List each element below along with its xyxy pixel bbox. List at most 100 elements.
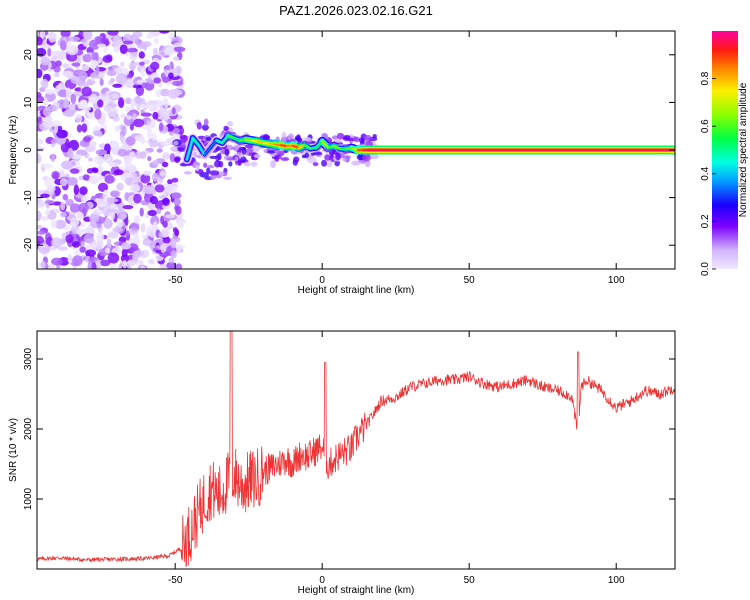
spectrogram-noise-blob	[66, 40, 72, 52]
spectrogram-noise-blob	[169, 153, 175, 163]
spectrogram-ridge-segment	[280, 144, 288, 147]
spectrogram-noise-blob	[129, 184, 141, 193]
spectrogram-noise-blob	[125, 78, 135, 89]
spectrogram-noise-blob	[152, 111, 159, 120]
spectrogram-x-ticks: -50 0 50 100	[168, 31, 625, 286]
spectrogram-noise-blob	[140, 137, 146, 144]
spectrogram-noise-blob	[153, 77, 161, 84]
spectrogram-noise-blob	[112, 83, 123, 88]
spectrogram-noise-blob	[103, 47, 108, 53]
spectrogram-noise-blob	[293, 156, 300, 163]
spectrogram-noise-blob	[70, 217, 80, 227]
spectrogram-noise-blob	[324, 154, 331, 161]
spectrogram-noise-blob	[241, 146, 247, 155]
spectrogram-noise-blob	[85, 249, 97, 257]
spectrogram-noise-blob	[160, 244, 166, 254]
spectrogram-noise-blob	[149, 196, 158, 205]
spectrogram-ridge-segment	[344, 147, 353, 150]
spectrogram-noise-blob	[203, 118, 209, 127]
spectrogram-noise-blob	[57, 246, 68, 251]
spectrogram-noise-blob	[110, 141, 119, 149]
spectrogram-noise-blob	[96, 231, 104, 243]
spectrogram-noise-blob	[119, 44, 128, 54]
spectrogram-ridge-segment	[268, 143, 276, 146]
spectrogram-noise-blob	[146, 33, 153, 40]
spectrogram-noise-blob	[294, 135, 301, 141]
spectrogram-noise-blob	[120, 113, 126, 119]
spectrogram-noise-blob	[88, 157, 93, 162]
spectrogram-noise-blob	[40, 56, 51, 66]
spectrogram-noise-blob	[135, 259, 144, 266]
spectrogram-noise-blob	[48, 264, 55, 269]
spectrogram-noise-blob	[156, 148, 163, 153]
spectrogram-noise-blob	[82, 54, 92, 63]
spectrogram-noise-blob	[153, 47, 158, 56]
spectrogram-noise-blob	[37, 235, 44, 246]
spectrogram-noise-blob	[372, 134, 377, 139]
spectrogram-ridge-segment	[303, 144, 312, 150]
spectrogram-noise-blob	[173, 198, 181, 206]
spectrogram-noise-blob	[91, 51, 97, 62]
spectrogram-noise-blob	[222, 176, 233, 180]
spectrogram-ridge-segment	[333, 145, 341, 150]
spectrogram-noise-blob	[122, 40, 134, 45]
spectrogram-noise-blob	[56, 129, 68, 139]
spectrogram-noise-blob	[139, 207, 144, 217]
spectrogram-noise-blob	[158, 106, 166, 116]
spectrogram-noise-blob	[51, 237, 63, 248]
spectrogram-noise-blob	[118, 212, 127, 220]
spectrogram-noise-blob	[108, 162, 120, 168]
spectrogram-noise-blob	[97, 99, 104, 108]
spectrogram-noise-blob	[150, 215, 160, 226]
spectrogram-noise-blob	[133, 118, 145, 128]
spectrogram-noise-blob	[133, 250, 145, 257]
spectrogram-noise-blob	[112, 35, 123, 46]
snr-frame	[36, 330, 676, 570]
snr-x-ticks: -50 0 50 100	[168, 331, 625, 586]
spectrogram-noise-blob	[171, 107, 176, 115]
spectrogram-noise-blob	[120, 254, 130, 263]
x-tick-label: 100	[608, 575, 625, 586]
spectrogram-image	[37, 31, 675, 269]
spectrogram-noise-blob	[60, 31, 71, 38]
spectrogram-noise-blob	[91, 262, 97, 269]
spectrogram-noise-blob	[168, 257, 175, 264]
spectrogram-noise-blob	[69, 104, 76, 111]
spectrogram-noise-blob	[364, 159, 371, 167]
spectrogram-noise-blob	[50, 139, 58, 144]
spectrogram-noise-blob	[172, 227, 178, 233]
spectrogram-noise-blob	[150, 61, 160, 71]
spectrogram-noise-blob	[44, 91, 56, 102]
spectrogram-noise-blob	[76, 124, 83, 133]
spectrogram-ridge-segment	[286, 144, 294, 147]
spectrogram-noise-blob	[174, 157, 181, 163]
spectrogram-noise-blob	[80, 38, 87, 43]
colorbar-tick-label: 0.2	[700, 214, 711, 228]
spectrogram-ridge-segment	[239, 138, 247, 142]
spectrogram-noise-blob	[94, 108, 102, 120]
spectrogram-noise-blob	[122, 260, 127, 269]
spectrogram-noise-blob	[151, 172, 159, 182]
spectrogram-noise-blob	[86, 168, 94, 174]
spectrogram-noise-blob	[250, 161, 258, 167]
spectrogram-noise-blob	[224, 148, 230, 157]
spectrogram-noise-blob	[245, 144, 254, 149]
spectrogram-noise-blob	[37, 138, 43, 145]
spectrogram-noise-blob	[118, 236, 127, 243]
spectrogram-noise-blob	[246, 147, 254, 154]
spectrogram-noise-blob	[40, 193, 50, 198]
spectrogram-noise-blob	[67, 132, 73, 138]
spectrogram-noise-blob	[76, 211, 84, 220]
spectrogram-noise-blob	[78, 82, 91, 88]
spectrogram-noise-blob	[312, 151, 323, 156]
spectrogram-noise-blob	[173, 56, 180, 61]
spectrogram-noise-blob	[69, 203, 81, 213]
spectrogram-noise-blob	[61, 160, 73, 170]
spectrogram-noise-blob	[227, 120, 234, 127]
spectrogram-noise-blob	[53, 72, 60, 78]
spectrogram-noise-blob	[130, 98, 135, 110]
spectrogram-noise-blob	[37, 152, 40, 163]
spectrogram-noise-blob	[53, 124, 59, 134]
spectrogram-noise-blob	[148, 141, 159, 148]
spectrogram-noise-blob	[96, 239, 104, 250]
